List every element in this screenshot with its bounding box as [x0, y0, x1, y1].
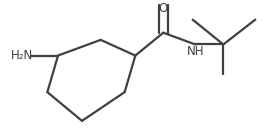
- Text: H₂N: H₂N: [11, 49, 34, 62]
- Text: O: O: [159, 2, 168, 15]
- Text: NH: NH: [187, 45, 204, 58]
